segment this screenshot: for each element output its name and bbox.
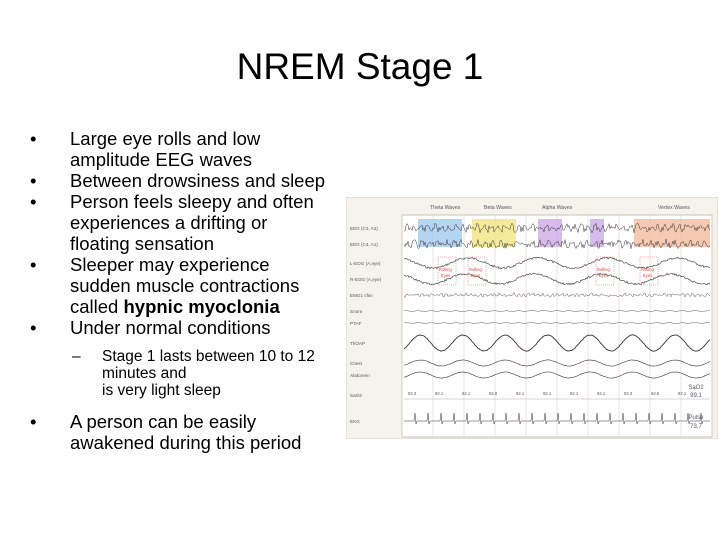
rolling-eyes-marker [595, 256, 615, 286]
bullet-marker: • [30, 317, 37, 338]
sao2-value: 92.1 [678, 391, 687, 396]
bullet-text: A person can be easily [70, 411, 257, 432]
event-label: Eyes [441, 273, 450, 278]
sao2-value: 92.1 [570, 391, 579, 396]
bullet-text: Large eye rolls and low [70, 128, 261, 149]
wave-label: Beta Waves [484, 205, 512, 211]
eeg-trace [403, 238, 711, 250]
eeg-band [590, 219, 604, 247]
channel-label: Snore [350, 309, 363, 314]
bullet-text: sudden muscle contractions [70, 275, 300, 296]
slide-title: NREM Stage 1 [236, 46, 484, 87]
rolling-eyes-marker [639, 256, 659, 286]
sao2-value: 92.8 [651, 391, 660, 396]
sub-bullet-text: is very light sleep [102, 382, 221, 399]
bullet-text: called [70, 296, 124, 317]
channel-label: EEG (C3, A2) [350, 226, 378, 231]
sub-bullet-marker: – [72, 348, 81, 365]
bullet-text: Between drowsiness and sleep [70, 170, 326, 191]
rolling-eyes-marker [437, 256, 457, 286]
sao2-value: 92.1 [543, 391, 552, 396]
event-label: Eyes [599, 273, 608, 278]
snore-trace [403, 310, 711, 312]
sao2-value: 92.8 [489, 391, 498, 396]
hypnic-myoclonia-term: hypnic myoclonia [123, 296, 280, 317]
channel-label: ThOAP [350, 341, 365, 346]
bullet-item: • Under normal conditions [30, 317, 360, 338]
sao2-readout-label: SaO2 [688, 385, 704, 391]
eeg-trace [403, 222, 711, 234]
event-label: Rolling [469, 267, 482, 272]
bullet-list: • Large eye rolls and low amplitude EEG … [30, 128, 360, 453]
sub-bullet-text: Stage 1 lasts between 10 to 12 [102, 348, 315, 365]
ptaf-trace [403, 322, 711, 324]
rolling-eyes-marker [467, 256, 487, 286]
polysomnogram-image: Theta Waves Beta Waves Alpha Waves Vertex W… [346, 197, 718, 439]
sao2-value: 92.1 [597, 391, 606, 396]
sub-bullet-item: – Stage 1 lasts between 10 to 12 minutes… [30, 348, 360, 399]
bullet-text: floating sensation [70, 233, 214, 254]
wave-label: Alpha Waves [542, 205, 573, 211]
sao2-readout-value: 99.1 [690, 393, 702, 399]
bullet-marker: • [30, 191, 37, 212]
chest-trace [403, 359, 711, 367]
bullet-text: Under normal conditions [70, 317, 271, 338]
channel-label: R-EOG (A,eye) [350, 277, 382, 282]
event-label: Rolling [641, 267, 654, 272]
bullet-text: experiences a drifting or [70, 212, 268, 233]
eog-trace [403, 256, 711, 270]
wave-label: Vertex Waves [658, 205, 690, 211]
sao2-value: 92.3 [624, 391, 633, 396]
channel-label: EKG [350, 419, 360, 424]
bullet-item: • Person feels sleepy and often experien… [30, 191, 360, 254]
bullet-marker: • [30, 254, 37, 275]
eeg-band [472, 219, 516, 247]
channel-label: Abdomen [350, 373, 370, 378]
event-label: Rolling [597, 267, 610, 272]
event-label: Eyes [471, 273, 480, 278]
bullet-marker: • [30, 411, 37, 432]
thoap-trace [403, 334, 711, 352]
bullet-item: • Sleeper may experience sudden muscle c… [30, 254, 360, 317]
emg-trace [403, 292, 710, 298]
event-label: Rolling [439, 267, 452, 272]
ekg-trace [404, 412, 710, 425]
bullet-text: awakened during this period [70, 432, 302, 453]
bullet-text: Sleeper may experience [70, 254, 270, 275]
sao2-value: 92.3 [408, 391, 417, 396]
pulse-readout-value: 73.7 [690, 424, 702, 430]
bullet-text: Person feels sleepy and often [70, 191, 314, 212]
channel-label: EMG1 chin [350, 293, 373, 298]
sao2-value: 92.1 [435, 391, 444, 396]
abdomen-trace [404, 371, 711, 379]
sao2-value: 92.1 [462, 391, 471, 396]
bullet-item: • Between drowsiness and sleep [30, 170, 360, 191]
eog-trace [404, 272, 711, 286]
pulse-readout-label: Pulse [688, 415, 704, 421]
bullet-item: • Large eye rolls and low amplitude EEG … [30, 128, 360, 170]
bullet-text: amplitude EEG waves [70, 149, 253, 170]
wave-label: Theta Waves [430, 205, 461, 211]
sub-bullet-text: minutes and [102, 365, 187, 382]
eeg-band [634, 219, 710, 247]
bullet-item: • A person can be easily awakened during… [30, 411, 360, 453]
channel-label: EEG (C4, A1) [350, 242, 378, 247]
channel-label: SaO2 [350, 393, 362, 398]
event-label: Eyes [643, 273, 652, 278]
bullet-marker: • [30, 170, 37, 191]
sao2-value: 92.1 [516, 391, 525, 396]
channel-label: Chest [350, 361, 363, 366]
channel-label: PTAF [350, 321, 362, 326]
channel-label: L-EOG (A,eye) [350, 261, 381, 266]
bullet-marker: • [30, 128, 37, 149]
